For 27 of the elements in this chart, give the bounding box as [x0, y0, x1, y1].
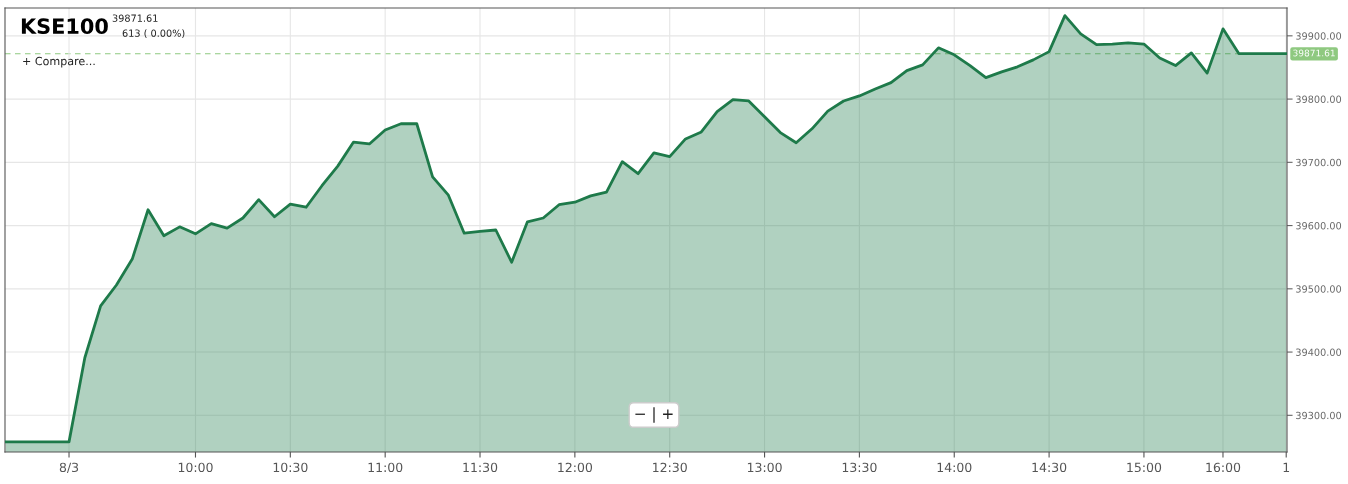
x-tick-label: 13:30 — [842, 462, 877, 473]
x-tick-label: 1 — [1283, 462, 1290, 472]
x-tick-label: 15:00 — [1127, 462, 1162, 473]
x-tick-label: 10:30 — [273, 462, 308, 473]
x-tick-label: 10:00 — [178, 462, 213, 473]
annotation: − | + — [635, 407, 673, 423]
x-tick-label: 13:00 — [747, 462, 782, 473]
x-tick-label: 14:00 — [937, 462, 972, 473]
x-tick-label: 11:00 — [368, 462, 403, 473]
y-tick-label: 39900.00 — [1296, 32, 1342, 40]
y-tick-label: 39700.00 — [1296, 158, 1342, 167]
x-tick-label: 11:30 — [463, 462, 498, 473]
x-tick-label: 14:30 — [1032, 462, 1067, 473]
x-tick-label: 12:30 — [653, 462, 687, 473]
chart-title: KSE100 — [21, 18, 108, 35]
y-tick-label: 39400.00 — [1296, 348, 1342, 356]
annotation: 39871.61 — [112, 14, 158, 22]
annotation: 613 ( 0.00%) — [122, 29, 185, 38]
y-tick-label: 39500.00 — [1296, 285, 1342, 293]
x-tick-label: 8/3 — [59, 462, 79, 474]
y-tick-label: 39300.00 — [1296, 411, 1342, 420]
ref-line-label: 39871.61 — [1293, 49, 1335, 57]
x-tick-label: 12:00 — [558, 462, 593, 473]
annotation: + Compare... — [23, 56, 95, 68]
y-tick-label: 39600.00 — [1296, 222, 1342, 230]
y-tick-label: 39800.00 — [1296, 95, 1342, 103]
x-tick-label: 16:00 — [1206, 462, 1241, 473]
